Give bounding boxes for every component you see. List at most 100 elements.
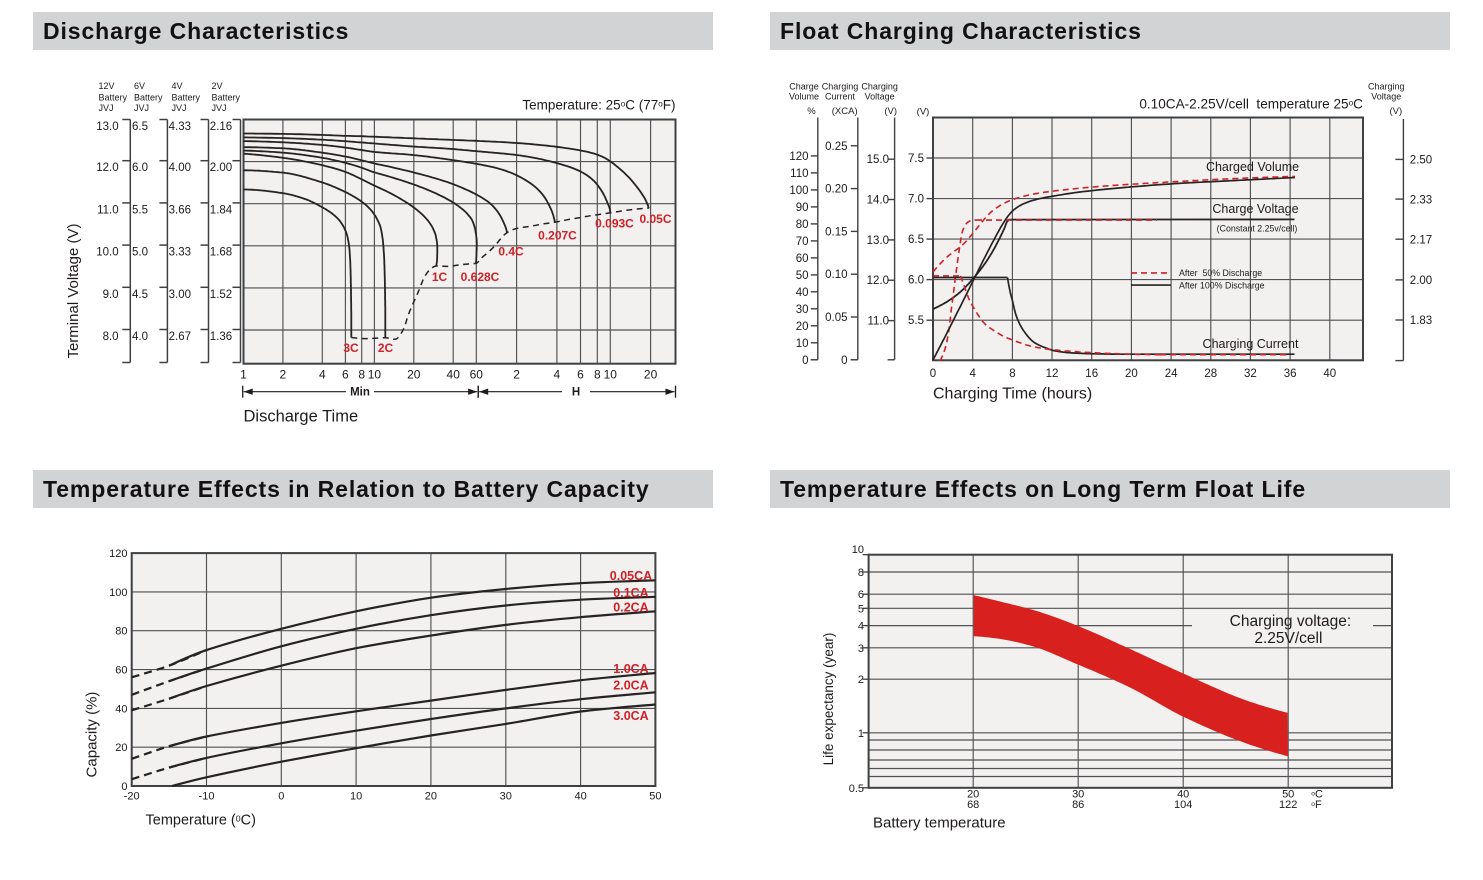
svg-text:Float Charging Characteristics: Float Charging Characteristics xyxy=(780,18,1142,44)
svg-text:4.5: 4.5 xyxy=(132,289,148,301)
svg-text:6V: 6V xyxy=(134,81,145,91)
svg-text:120: 120 xyxy=(789,151,808,163)
svg-text:30: 30 xyxy=(796,304,809,316)
svg-text:50: 50 xyxy=(1282,788,1294,800)
svg-text:Charging: Charging xyxy=(1368,81,1405,91)
svg-text:9.0: 9.0 xyxy=(103,289,119,301)
svg-text:3.0CA: 3.0CA xyxy=(613,709,648,723)
svg-text:3.00: 3.00 xyxy=(169,289,191,301)
svg-text:Charge: Charge xyxy=(789,81,819,91)
svg-text:Battery: Battery xyxy=(134,93,163,103)
svg-text:2C: 2C xyxy=(378,341,394,355)
svg-text:20: 20 xyxy=(425,791,437,803)
svg-text:Temperature Effects in Relatio: Temperature Effects in Relation to Batte… xyxy=(43,476,650,502)
svg-text:Current: Current xyxy=(825,91,856,101)
svg-text:6.0: 6.0 xyxy=(132,162,148,174)
svg-text:1.83: 1.83 xyxy=(1410,315,1432,327)
svg-text:2.00: 2.00 xyxy=(210,162,232,174)
svg-text:104: 104 xyxy=(1174,799,1192,811)
svg-text:4.00: 4.00 xyxy=(169,162,191,174)
svg-text:30: 30 xyxy=(1072,788,1084,800)
svg-text:50: 50 xyxy=(649,791,661,803)
svg-text:60: 60 xyxy=(115,665,127,677)
svg-text:0.207C: 0.207C xyxy=(538,229,577,243)
svg-text:122: 122 xyxy=(1279,799,1297,811)
svg-text:2V: 2V xyxy=(212,81,223,91)
svg-text:40: 40 xyxy=(447,367,461,381)
svg-text:2.0CA: 2.0CA xyxy=(613,678,648,692)
svg-text:12V: 12V xyxy=(99,81,115,91)
svg-text:-10: -10 xyxy=(199,791,215,803)
svg-text:4V: 4V xyxy=(172,81,183,91)
svg-text:oF: oF xyxy=(1311,799,1322,811)
svg-text:60: 60 xyxy=(796,253,809,265)
svg-text:5: 5 xyxy=(858,603,864,615)
svg-text:40: 40 xyxy=(1323,368,1336,380)
svg-text:40: 40 xyxy=(1177,788,1189,800)
svg-text:0.628C: 0.628C xyxy=(461,270,500,284)
svg-text:2: 2 xyxy=(858,674,864,686)
svg-text:Terminal Voltage (V): Terminal Voltage (V) xyxy=(65,223,82,358)
svg-text:10: 10 xyxy=(852,544,864,556)
svg-text:1.84: 1.84 xyxy=(210,204,233,216)
svg-text:12.0: 12.0 xyxy=(867,275,889,287)
svg-text:Charging voltage:: Charging voltage: xyxy=(1230,613,1352,630)
svg-text:24: 24 xyxy=(1165,368,1178,380)
svg-text:After 100% Discharge: After 100% Discharge xyxy=(1179,280,1265,290)
svg-text:40: 40 xyxy=(115,703,127,715)
svg-text:0: 0 xyxy=(841,355,847,367)
svg-text:Charging Time (hours): Charging Time (hours) xyxy=(933,385,1092,402)
svg-text:3.66: 3.66 xyxy=(169,204,191,216)
svg-text:0.15: 0.15 xyxy=(825,226,847,238)
svg-text:2.16: 2.16 xyxy=(210,121,232,133)
svg-text:After 50% Discharge: After 50% Discharge xyxy=(1179,268,1262,278)
svg-text:(V): (V) xyxy=(1389,106,1402,117)
svg-text:Voltage: Voltage xyxy=(865,91,895,101)
svg-text:68: 68 xyxy=(967,799,979,811)
svg-text:(Constant 2.25v/cell): (Constant 2.25v/cell) xyxy=(1217,224,1298,234)
svg-text:Voltage: Voltage xyxy=(1371,91,1401,101)
svg-text:11.0: 11.0 xyxy=(867,316,889,328)
svg-text:2.00: 2.00 xyxy=(1410,275,1432,287)
svg-text:1: 1 xyxy=(240,367,247,381)
svg-text:8: 8 xyxy=(858,567,864,579)
svg-text:20: 20 xyxy=(967,788,979,800)
svg-text:6.0: 6.0 xyxy=(908,275,924,287)
svg-text:6.5: 6.5 xyxy=(908,234,924,246)
svg-text:2.17: 2.17 xyxy=(1410,234,1432,246)
svg-text:10: 10 xyxy=(368,367,382,381)
svg-text:8.0: 8.0 xyxy=(103,331,119,343)
svg-text:Discharge Characteristics: Discharge Characteristics xyxy=(43,18,349,44)
svg-text:0.1CA: 0.1CA xyxy=(613,586,648,600)
svg-text:0.2CA: 0.2CA xyxy=(613,600,648,614)
svg-text:80: 80 xyxy=(796,219,809,231)
svg-text:0: 0 xyxy=(802,355,808,367)
svg-text:40: 40 xyxy=(574,791,586,803)
svg-text:20: 20 xyxy=(407,367,421,381)
svg-text:Charge Voltage: Charge Voltage xyxy=(1212,202,1298,216)
svg-text:86: 86 xyxy=(1072,799,1084,811)
svg-text:0: 0 xyxy=(278,791,284,803)
svg-text:JVJ: JVJ xyxy=(212,103,227,113)
svg-text:3C: 3C xyxy=(343,341,359,355)
svg-text:2.67: 2.67 xyxy=(169,331,191,343)
svg-text:5.5: 5.5 xyxy=(908,315,924,327)
svg-text:70: 70 xyxy=(796,236,809,248)
svg-text:Battery: Battery xyxy=(212,93,241,103)
svg-text:36: 36 xyxy=(1284,368,1297,380)
svg-text:0.5: 0.5 xyxy=(849,783,864,795)
svg-text:16: 16 xyxy=(1085,368,1098,380)
svg-text:-20: -20 xyxy=(124,791,140,803)
svg-text:4: 4 xyxy=(858,621,864,633)
svg-text:50: 50 xyxy=(796,270,809,282)
svg-text:2: 2 xyxy=(280,367,287,381)
svg-text:0.05C: 0.05C xyxy=(639,212,671,226)
svg-text:12: 12 xyxy=(1046,368,1059,380)
svg-text:1: 1 xyxy=(858,728,864,740)
svg-text:Temperature: 25oC (77oF): Temperature: 25oC (77oF) xyxy=(522,98,675,113)
svg-text:(XCA): (XCA) xyxy=(832,106,858,117)
svg-text:14.0: 14.0 xyxy=(867,195,889,207)
svg-text:12.0: 12.0 xyxy=(96,162,118,174)
svg-text:1.52: 1.52 xyxy=(210,289,232,301)
svg-text:Temperature Effects on Long Te: Temperature Effects on Long Term Float L… xyxy=(780,476,1306,502)
